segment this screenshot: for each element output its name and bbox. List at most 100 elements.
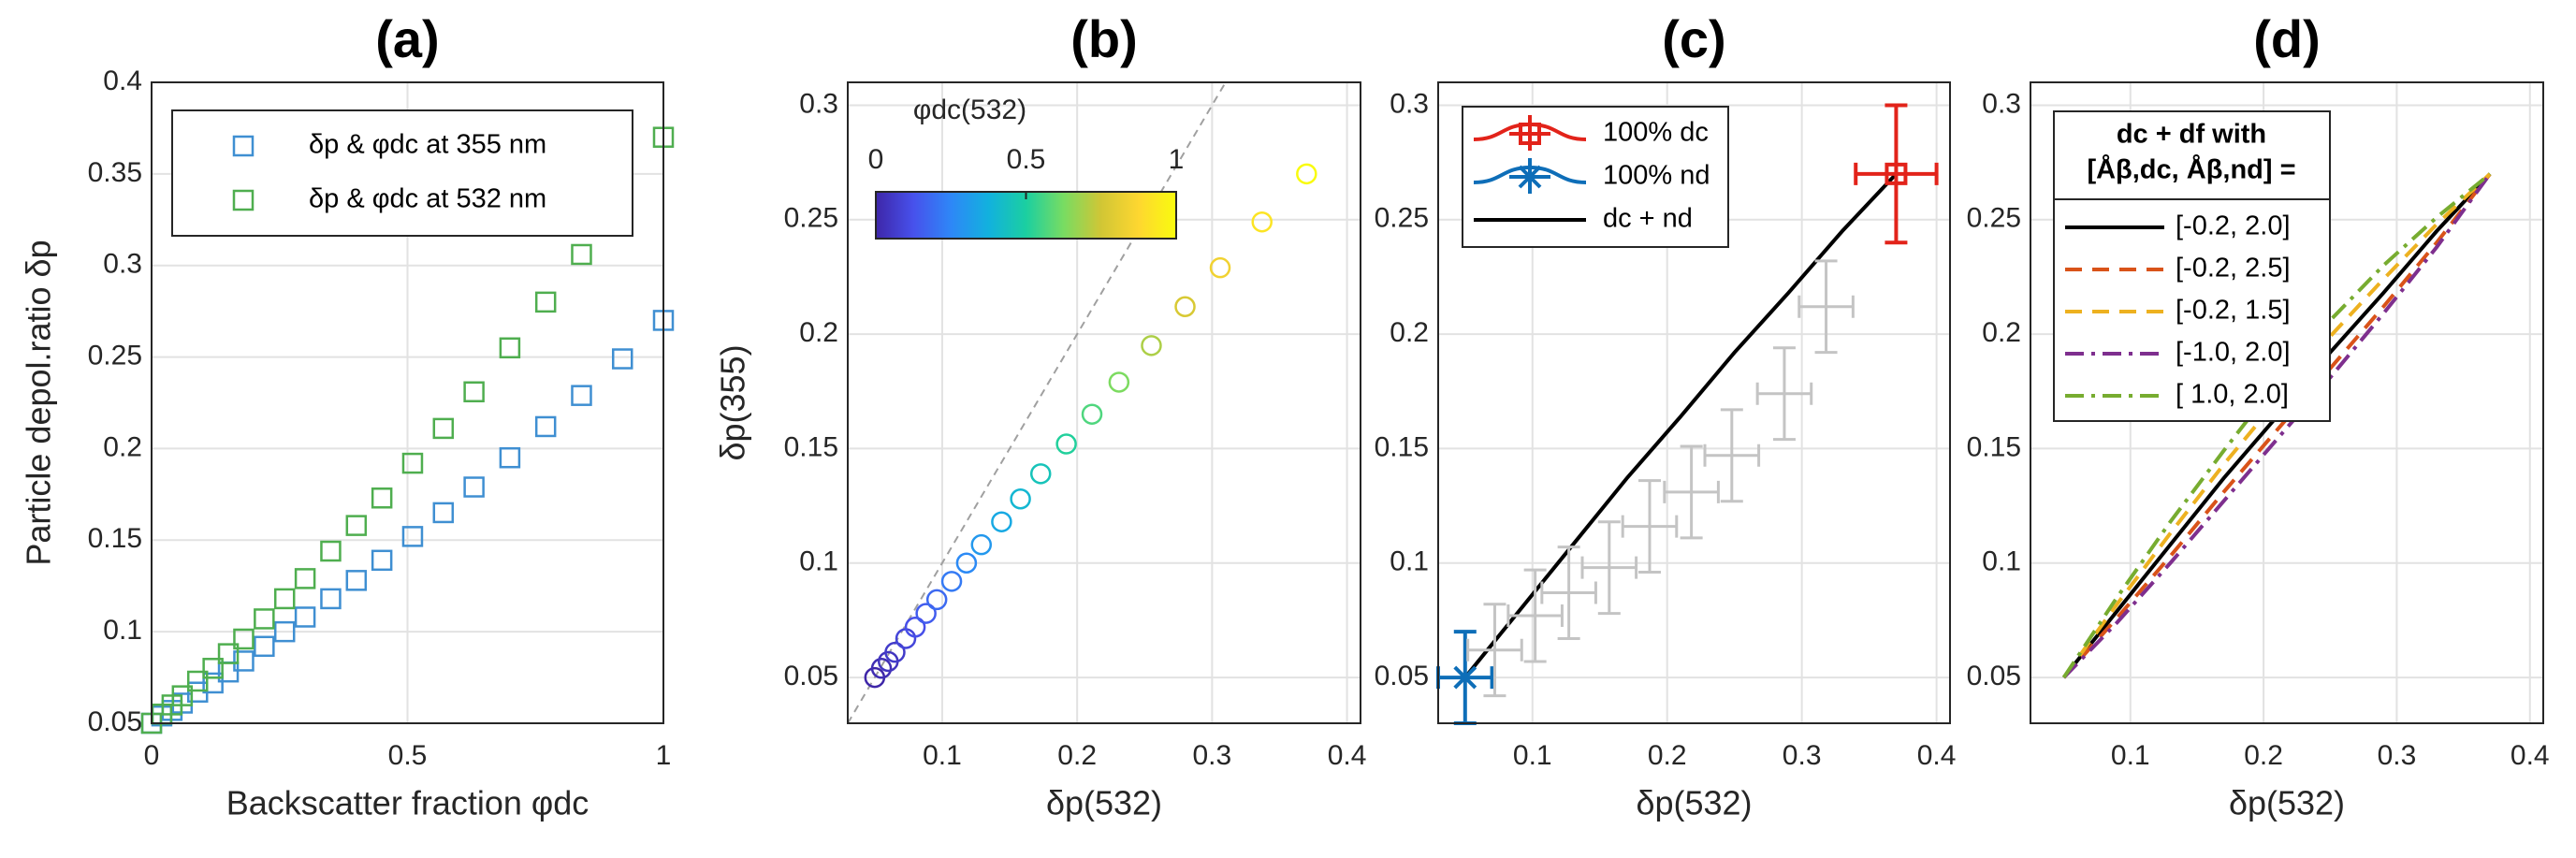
marker-square [571,243,592,266]
colorbar [875,191,1177,240]
x-tick-label: 0.2 [2244,740,2283,771]
marker-circle [1174,296,1196,317]
marker-circle [1081,403,1103,425]
marker-square [371,549,393,572]
x-tick-label: 0.1 [1513,740,1552,771]
marker-square [254,608,275,630]
legend-label: dc + nd [1603,204,1693,234]
legend-label: [-0.2, 2.5] [2176,254,2291,284]
x-axis-label: δp(532) [1046,784,1162,822]
y-tick-label: 0.1 [103,615,142,646]
y-tick-label: 0.35 [88,157,142,188]
marker-square [499,446,521,469]
legend-box [1462,106,1729,248]
y-tick-label: 0.1 [1390,546,1429,577]
marker-circle [1141,335,1162,356]
marker-square [254,635,275,658]
y-tick-label: 0.05 [784,661,838,691]
panel-title: (d) [2253,9,2321,68]
legend-label: [-0.2, 2.0] [2176,211,2291,241]
legend-box [171,109,633,237]
error-bar-x [1797,295,1855,318]
y-tick-label: 0.15 [784,431,838,462]
y-tick-label: 0.3 [103,249,142,280]
marker-square [534,291,557,313]
axes-frame [1437,81,1951,724]
legend-title: [Åβ,dc, Åβ,nd] = [2087,154,2295,185]
x-tick-label: 1 [656,740,672,771]
y-tick-label: 0.25 [1967,203,2021,234]
marker-x [1518,165,1542,189]
marker-circle [925,589,948,611]
marker-square [171,685,194,706]
legend-box [2053,110,2331,422]
y-tick-label: 0.2 [1390,317,1429,348]
marker-square [534,415,557,438]
marker-square [463,381,485,403]
y-tick-label: 0.3 [799,88,838,119]
marker-circle [940,571,963,592]
marker-square [202,672,224,694]
plot-area [848,82,1361,723]
legend-label: 100% dc [1603,118,1709,148]
marker-circle [1055,433,1077,455]
curve [1463,172,1898,679]
x-tick-label: 0.3 [1783,740,1822,771]
marker-square [499,337,521,359]
marker-square [233,628,255,650]
marker-circle [884,641,906,663]
marker-circle [870,658,893,679]
marker-square [233,650,255,672]
marker-square [432,417,455,440]
marker-circle [1296,163,1317,185]
marker-square [273,588,296,610]
y-tick-label: 0.2 [103,431,142,462]
axes-frame [151,81,664,724]
marker-square [463,476,485,498]
y-tick-label: 0.25 [88,340,142,371]
error-bar-x [1663,480,1720,503]
legend-label: [ 1.0, 2.0] [2176,380,2289,410]
legend-label: 100% nd [1603,161,1710,191]
marker-square [611,348,633,370]
marker-square [1885,162,1908,185]
y-tick-label: 0.4 [103,65,142,96]
marker-square [432,502,455,524]
x-axis-label: δp(532) [2229,784,2345,822]
colorbar-label: φdc(532) [913,95,1026,125]
marker-square [202,658,224,679]
curve [2061,172,2492,679]
x-tick-label: 0 [144,740,160,771]
y-tick-label: 0.05 [88,706,142,737]
marker-circle [904,617,926,638]
marker-circle [991,511,1012,532]
marker-square [294,606,316,628]
marker-square [401,452,424,474]
marker-square [217,643,240,664]
error-bar-x [1540,581,1597,604]
x-tick-label: 0.4 [1917,740,1957,771]
legend-label: [-0.2, 1.5] [2176,296,2291,326]
y-tick-label: 0.15 [1967,431,2021,462]
legend-label: δp & φdc at 532 nm [309,184,546,214]
marker-square [345,515,368,536]
panel-title: (b) [1070,9,1138,68]
x-tick-label: 0.1 [2111,740,2150,771]
marker-x [1453,665,1477,690]
y-axis-label: δp(355) [714,344,752,460]
error-bar-x [1580,556,1638,579]
marker-square [294,568,316,589]
marker-square [186,670,209,692]
marker-square [371,487,393,509]
x-tick-label: 0.2 [1648,740,1687,771]
y-tick-label: 0.05 [1375,661,1429,691]
marker-circle [1251,211,1273,233]
x-axis-label: Backscatter fraction φdc [226,784,589,822]
marker-circle [1108,371,1130,393]
marker-circle [1209,256,1231,279]
axes-frame [847,81,1361,724]
x-tick-label: 0.5 [388,740,428,771]
y-tick-label: 0.15 [1375,431,1429,462]
error-bar-x [1755,382,1813,405]
